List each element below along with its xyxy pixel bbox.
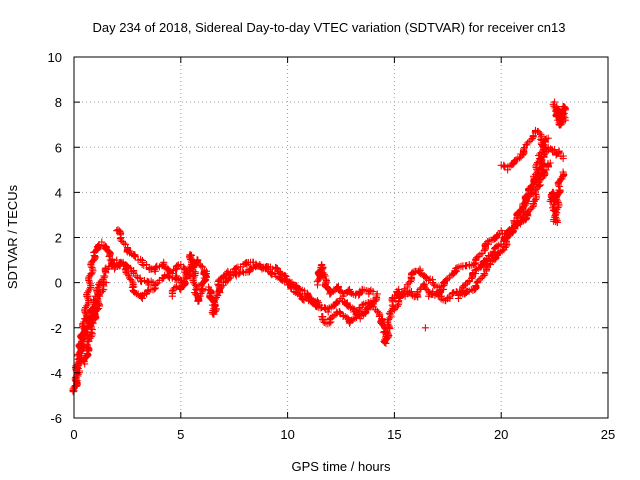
x-tick-label: 10 [280, 427, 294, 442]
chart-title: Day 234 of 2018, Sidereal Day-to-day VTE… [92, 20, 565, 35]
series-markers [497, 126, 550, 174]
y-axis-label: SDTVAR / TECUs [5, 184, 20, 289]
y-tick-label: 2 [55, 231, 62, 246]
series-markers [551, 145, 567, 163]
x-axis-tick-labels: 0 5 10 15 20 25 [70, 427, 615, 442]
y-axis-tick-labels: -6 -4 -2 0 2 4 6 8 10 [48, 50, 62, 426]
series-markers [318, 298, 384, 328]
data-series [80, 278, 110, 368]
series-markers [71, 256, 186, 390]
data-series [546, 168, 568, 226]
series-markers [168, 251, 210, 305]
x-tick-label: 5 [177, 427, 184, 442]
data-series [71, 256, 186, 390]
data-series [421, 324, 429, 332]
data-series [390, 280, 448, 314]
data-series [215, 262, 324, 309]
x-axis-label: GPS time / hours [292, 459, 391, 474]
data-series [497, 126, 550, 174]
y-tick-label: -6 [50, 411, 62, 426]
series-markers [546, 168, 568, 226]
series-markers [390, 280, 448, 314]
series-markers [454, 134, 552, 302]
data-series [377, 265, 454, 348]
y-tick-label: 4 [55, 185, 62, 200]
series-markers [313, 261, 377, 300]
series-markers [549, 98, 569, 129]
y-tick-label: 6 [55, 140, 62, 155]
grid-lines [74, 57, 608, 418]
data-series [551, 145, 567, 163]
data-markers [69, 98, 569, 396]
y-tick-label: 8 [55, 95, 62, 110]
y-tick-label: -2 [50, 321, 62, 336]
x-tick-label: 15 [387, 427, 401, 442]
data-series [318, 298, 384, 328]
y-tick-label: 10 [48, 50, 62, 65]
x-tick-label: 20 [494, 427, 508, 442]
data-series [549, 98, 569, 129]
data-series [168, 251, 210, 305]
x-tick-label: 0 [70, 427, 77, 442]
x-tick-label: 25 [601, 427, 615, 442]
series-markers [215, 262, 324, 309]
series-markers [80, 278, 110, 368]
data-series [454, 134, 552, 302]
series-markers [377, 265, 454, 348]
series-markers [421, 324, 429, 332]
y-tick-label: -4 [50, 366, 62, 381]
data-series [313, 261, 377, 300]
y-tick-label: 0 [55, 276, 62, 291]
axis-ticks [73, 56, 609, 419]
